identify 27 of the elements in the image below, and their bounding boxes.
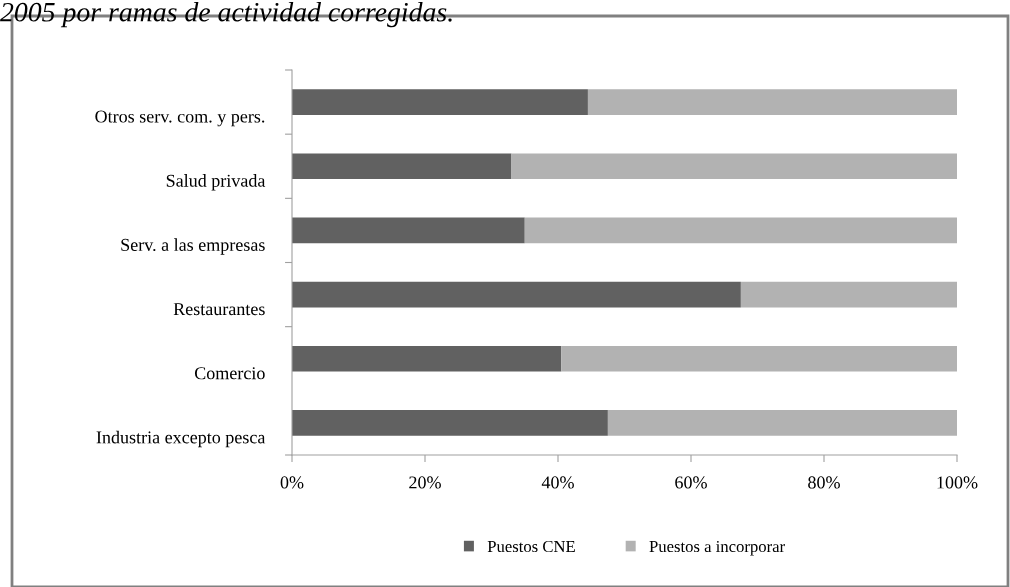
bar — [292, 217, 525, 244]
bar — [292, 345, 562, 372]
bar — [587, 89, 957, 115]
y-tick-label: Industria excepto pesca — [96, 430, 266, 448]
legend-label: Puestos a incorporar — [649, 540, 785, 556]
y-tick-label: Serv. a las empresas — [121, 238, 265, 255]
x-tick-label: 20% — [409, 476, 441, 489]
bar — [292, 153, 512, 180]
x-tick-label: 80% — [808, 476, 840, 489]
bar — [561, 345, 957, 372]
y-tick-label: Comercio — [194, 367, 265, 380]
y-tick-label: Restaurantes — [173, 303, 265, 316]
bar — [511, 153, 957, 180]
bar — [292, 89, 588, 115]
x-tick-label: 60% — [675, 476, 707, 489]
x-tick-label: 100% — [937, 476, 978, 489]
legend-label: Puestos CNE — [487, 540, 575, 553]
bar — [524, 217, 957, 244]
bar — [740, 281, 957, 308]
x-tick-label: 0% — [280, 476, 304, 489]
chart-title: 2005 por ramas de actividad corregidas. — [0, 2, 452, 28]
bar — [607, 410, 957, 436]
y-tick-label: Salud privada — [166, 174, 266, 191]
bar — [292, 410, 608, 436]
x-tick-label: 40% — [541, 476, 574, 489]
y-tick-label: Otros serv. com. y pers. — [95, 110, 265, 127]
bar — [292, 281, 741, 308]
